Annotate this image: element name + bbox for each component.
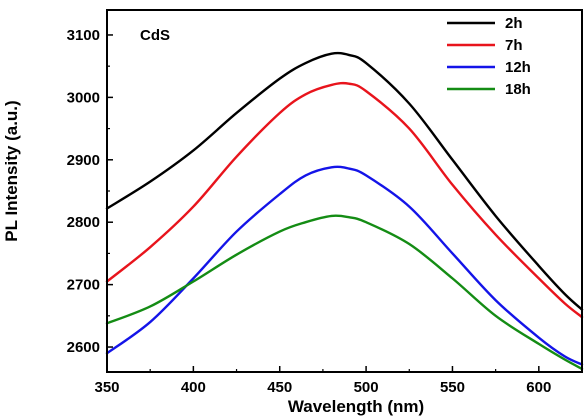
y-tick-label: 2600 [67,339,100,356]
x-tick-label: 550 [440,379,465,396]
sample-annotation: CdS [140,27,170,44]
x-axis-title: Wavelength (nm) [288,397,424,416]
x-tick-label: 400 [181,379,206,396]
series-line-18h [105,214,584,371]
y-tick-label: 2900 [67,152,100,169]
legend-label-7h: 7h [505,37,523,54]
x-tick-label: 450 [267,379,292,396]
y-tick-label: 2700 [67,277,100,294]
series-line-12h [105,165,584,366]
y-tick-label: 3000 [67,89,100,106]
y-tick-label: 2800 [67,214,100,231]
legend-label-18h: 18h [505,81,531,98]
x-tick-label: 500 [354,379,379,396]
y-tick-label: 3100 [67,27,100,44]
axes-layer: 350 400 450 500 550 600 2600 2700 2800 2900 3000 31… [67,9,583,396]
y-axis-title: PL Intensity (a.u.) [2,100,21,241]
x-tick-label: 350 [94,379,119,396]
series-line-2h [105,51,584,311]
plot-layer [105,51,584,371]
legend-label-12h: 12h [505,59,531,76]
legend-label-2h: 2h [505,15,523,32]
legend: 2h 7h 12h 18h [447,15,531,98]
x-tick-label: 600 [526,379,551,396]
series-line-7h [105,81,584,319]
